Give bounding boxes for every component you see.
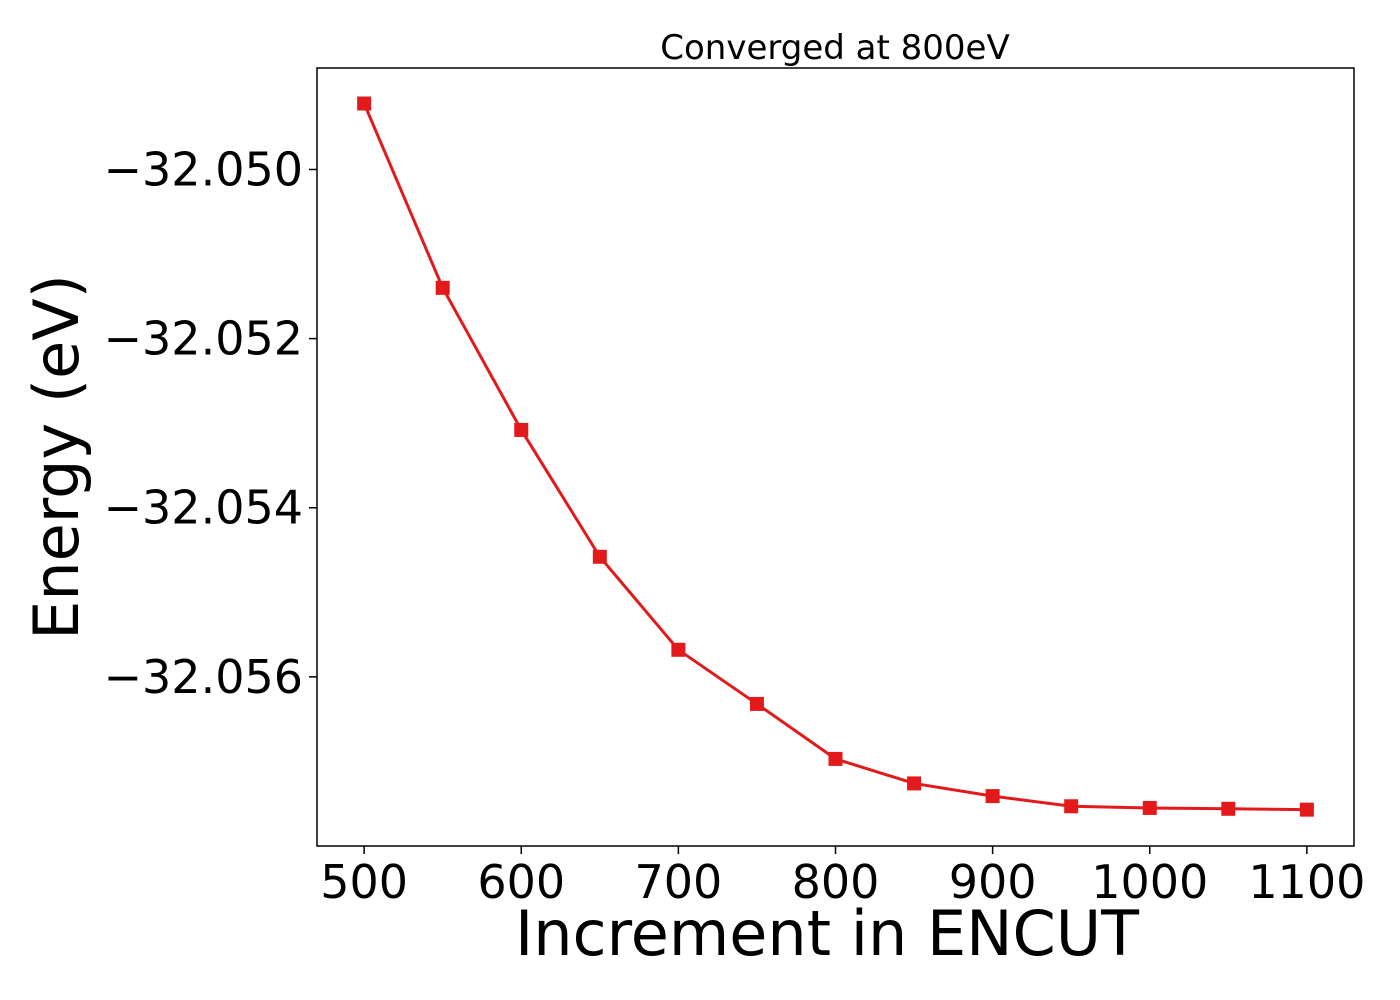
x-axis-label: Increment in ENCUT (515, 897, 1140, 970)
y-axis-label: Energy (eV) (20, 274, 93, 640)
x-tick-label: 500 (320, 855, 408, 909)
data-point (1221, 801, 1236, 816)
data-point (357, 96, 372, 111)
data-point (907, 776, 922, 791)
y-tick-label: −32.056 (104, 650, 304, 704)
plot-frame (316, 67, 1355, 847)
data-point (985, 789, 1000, 804)
data-point (671, 642, 686, 657)
x-tick-label: 1100 (1248, 855, 1365, 909)
data-point (592, 549, 607, 564)
data-point (514, 422, 529, 437)
x-tick-label: 700 (634, 855, 722, 909)
series-line (362, 102, 1307, 812)
x-axis: 500 600 700 800 900 1000 1100 (320, 846, 1365, 909)
data-point (435, 280, 450, 295)
x-tick-label: 800 (792, 855, 880, 909)
data-point (1299, 802, 1314, 817)
y-tick-label: −32.050 (104, 142, 304, 196)
y-axis: −32.050 −32.052 −32.054 −32.056 (104, 142, 317, 704)
data-point (828, 751, 843, 766)
x-tick-label: 600 (477, 855, 565, 909)
y-tick-label: −32.054 (104, 481, 304, 535)
series-layer (357, 96, 1314, 817)
x-tick-label: 1000 (1091, 855, 1208, 909)
chart-title: Converged at 800eV (660, 28, 1009, 68)
x-tick-label: 900 (949, 855, 1037, 909)
y-tick-label: −32.052 (104, 312, 304, 366)
data-point (1142, 800, 1157, 815)
data-point (749, 696, 764, 711)
data-point (1064, 799, 1079, 814)
